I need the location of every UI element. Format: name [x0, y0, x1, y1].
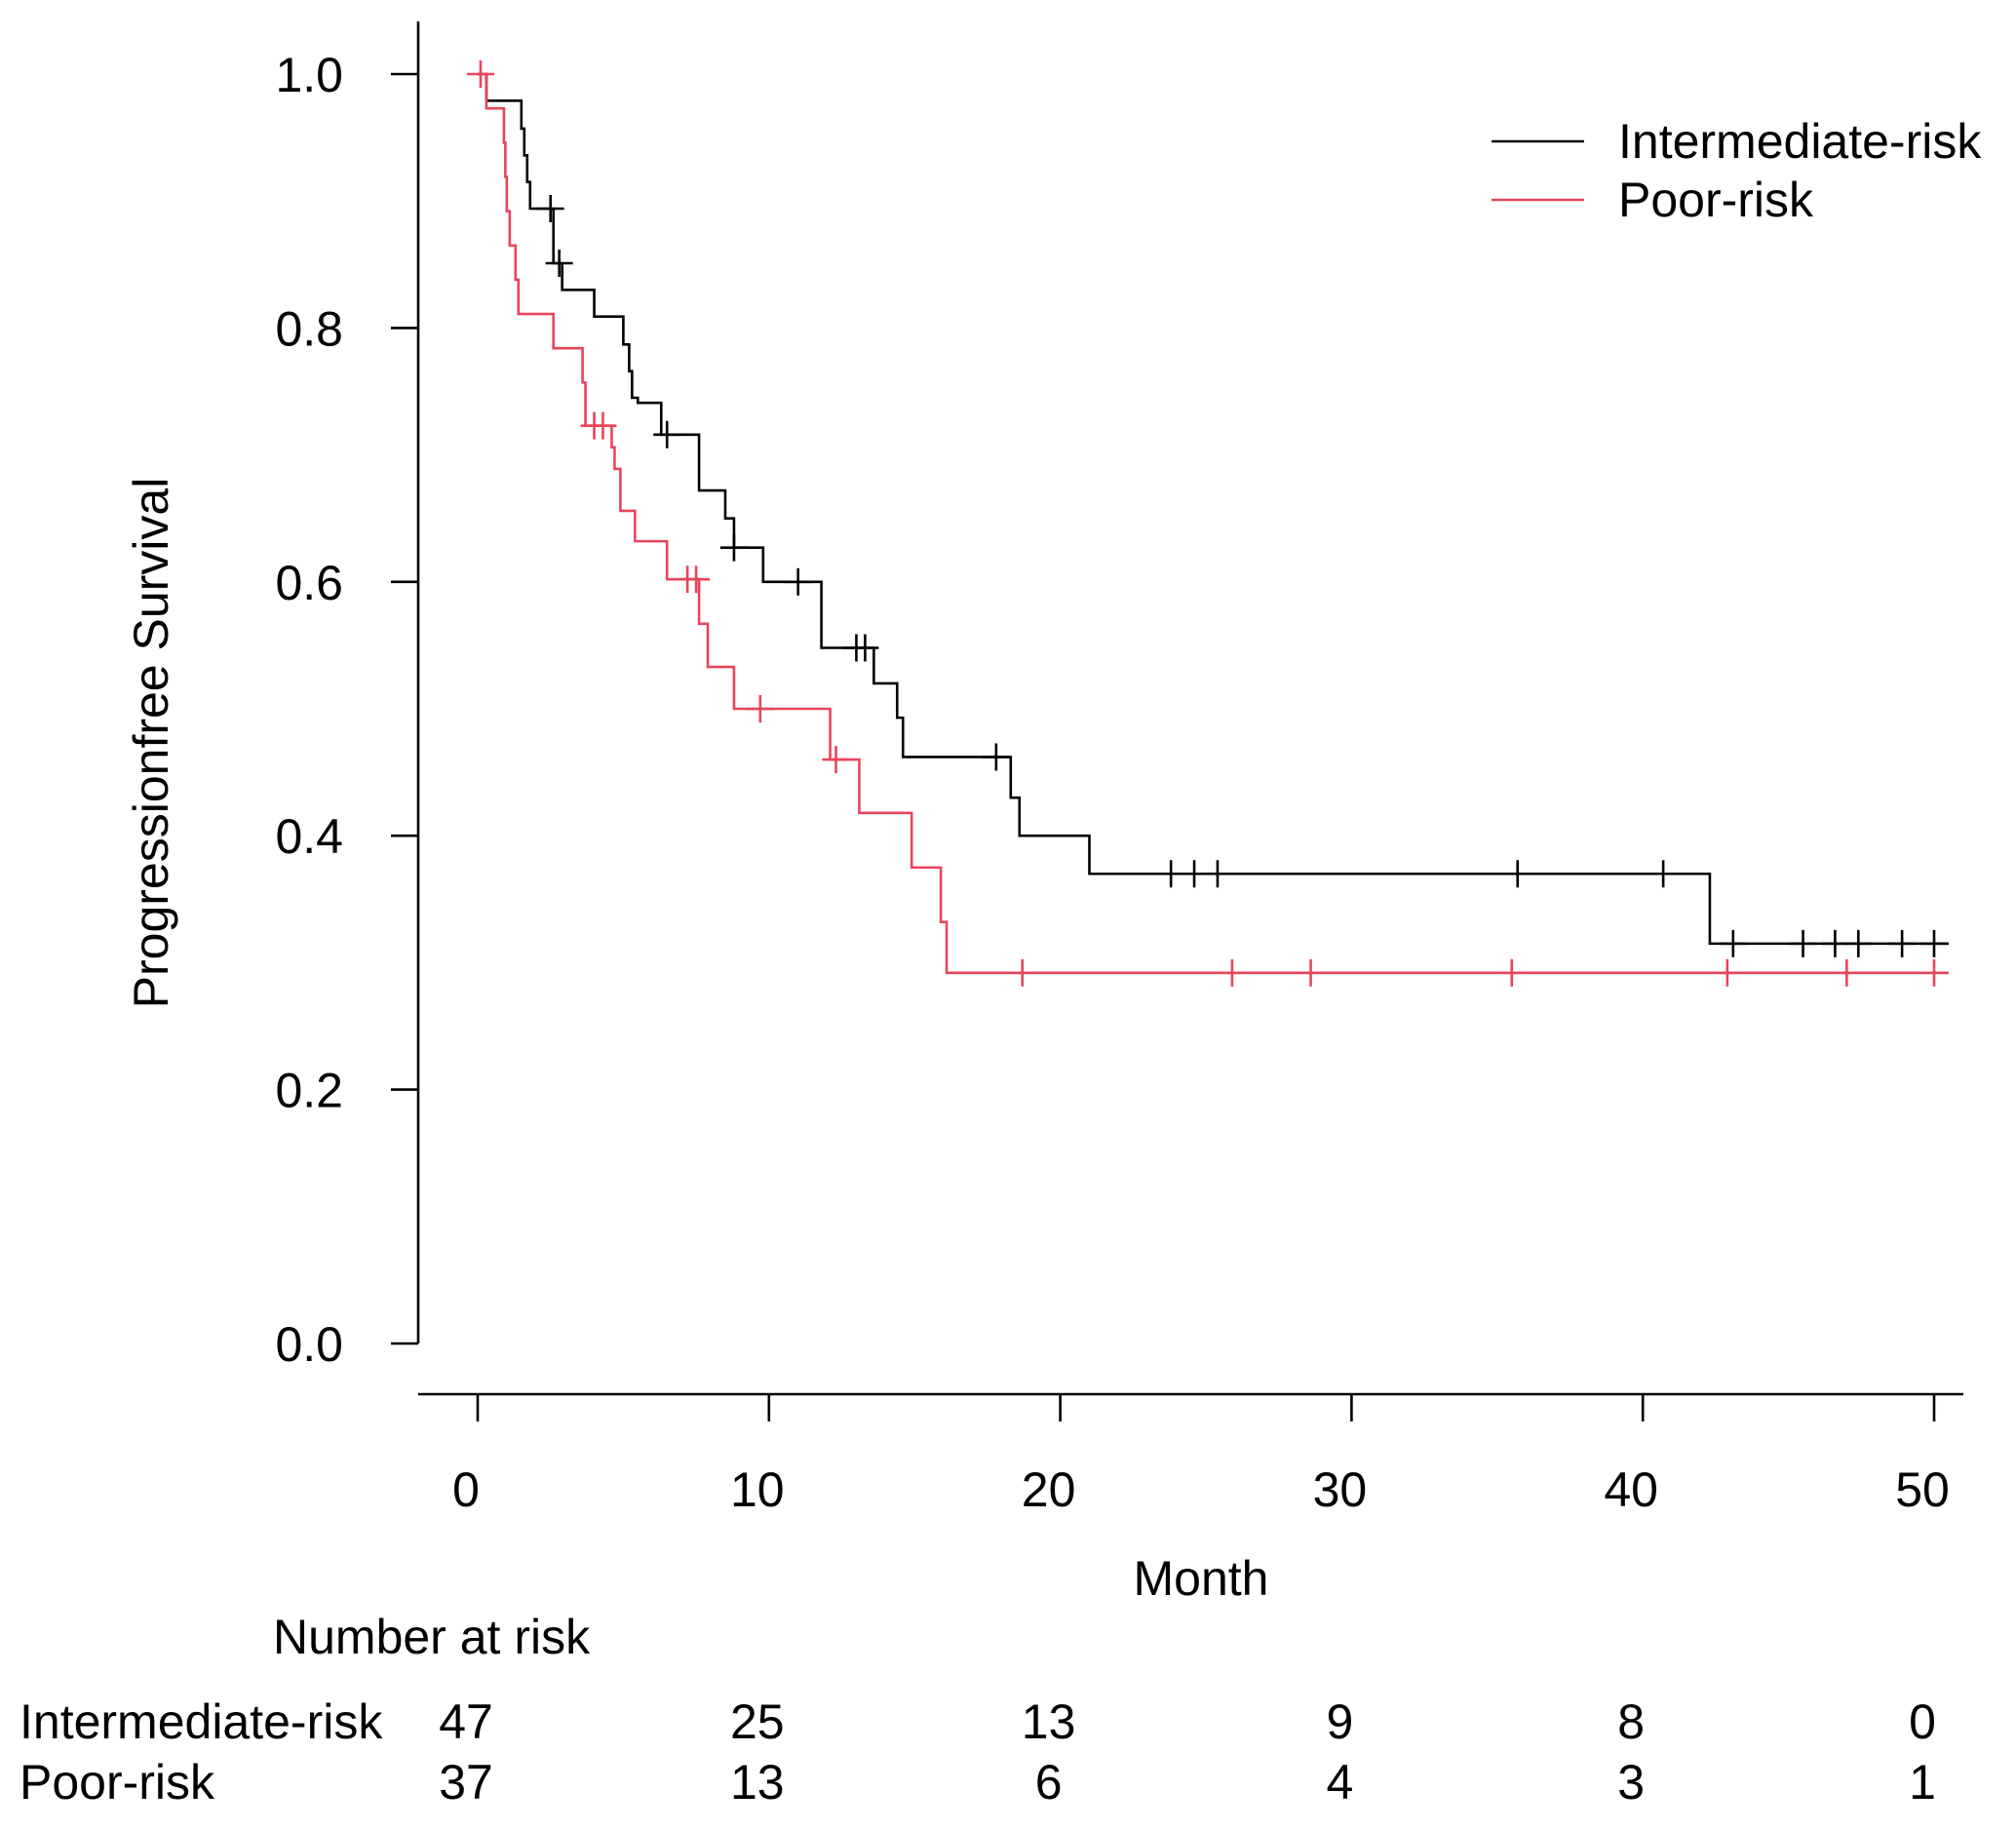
censor-mark-intermediate-risk-10 [1203, 860, 1231, 888]
censor-mark-poor-risk-11 [1713, 958, 1741, 987]
risk-value-poor-risk-40: 3 [1617, 1755, 1645, 1810]
censor-mark-poor-risk-8 [1218, 958, 1246, 987]
censor-mark-poor-risk-2 [589, 411, 617, 440]
x-tick-label-4: 40 [1604, 1462, 1658, 1517]
censor-mark-intermediate-risk-11 [1503, 860, 1531, 888]
censor-mark-intermediate-risk-8 [1157, 860, 1185, 888]
censor-mark-poor-risk-7 [1008, 958, 1036, 987]
censor-mark-intermediate-risk-2 [653, 420, 681, 448]
y-tick-label-0: 0.0 [275, 1317, 343, 1372]
censor-mark-intermediate-risk-7 [982, 743, 1010, 771]
risk-table-title: Number at risk [273, 1610, 591, 1664]
risk-value-intermediate-risk-0: 47 [439, 1694, 493, 1749]
x-tick-label-5: 50 [1895, 1462, 1950, 1517]
x-axis-title: Month [1134, 1551, 1269, 1606]
y-axis: 0.0 0.2 0.4 0.6 0.8 1.0 [275, 21, 420, 1372]
censor-mark-poor-risk-4 [682, 565, 711, 594]
legend-label-intermediate-risk: Intermediate-risk [1618, 114, 1982, 169]
x-tick-label-3: 30 [1313, 1462, 1368, 1517]
survival-curve-poor-risk [478, 72, 1949, 975]
legend-label-poor-risk: Poor-risk [1618, 173, 1814, 227]
risk-value-intermediate-risk-40: 8 [1617, 1694, 1645, 1749]
censor-mark-intermediate-risk-0 [536, 195, 564, 223]
legend: Intermediate-risk Poor-risk [1492, 114, 1982, 227]
risk-value-poor-risk-10: 13 [730, 1755, 785, 1810]
y-tick-label-3: 0.6 [275, 556, 343, 610]
censor-mark-intermediate-risk-6 [851, 634, 879, 662]
censor-mark-poor-risk-13 [1920, 958, 1948, 987]
x-tick-label-2: 20 [1022, 1462, 1076, 1517]
y-tick-label-4: 0.8 [275, 301, 343, 356]
censor-mark-poor-risk-10 [1497, 958, 1526, 987]
series-layer [466, 60, 1949, 987]
y-tick-label-1: 0.2 [275, 1064, 343, 1118]
risk-value-intermediate-risk-20: 13 [1022, 1694, 1076, 1749]
censor-mark-intermediate-risk-12 [1649, 860, 1678, 888]
y-tick-label-2: 0.4 [275, 809, 343, 864]
censor-mark-intermediate-risk-3 [719, 533, 748, 562]
risk-value-poor-risk-30: 4 [1326, 1755, 1353, 1810]
risk-table: Number at risk Intermediate-risk Poor-ri… [19, 1610, 1936, 1810]
censor-mark-intermediate-risk-18 [1920, 929, 1948, 957]
risk-value-intermediate-risk-50: 0 [1909, 1694, 1936, 1749]
risk-row-label-poor-risk: Poor-risk [19, 1755, 215, 1810]
risk-value-poor-risk-50: 1 [1909, 1755, 1936, 1810]
censor-mark-poor-risk-12 [1833, 958, 1861, 987]
risk-row-label-intermediate-risk: Intermediate-risk [19, 1694, 383, 1749]
censor-mark-intermediate-risk-1 [545, 249, 573, 277]
censor-mark-intermediate-risk-4 [784, 567, 812, 596]
censor-mark-intermediate-risk-14 [1789, 929, 1817, 957]
y-tick-label-5: 1.0 [275, 48, 343, 102]
x-tick-label-1: 10 [730, 1462, 785, 1517]
y-axis-title: Progressionfree Survival [124, 478, 178, 1009]
x-axis: 0 10 20 30 40 50 [418, 1392, 1963, 1517]
censor-mark-intermediate-risk-16 [1844, 929, 1873, 957]
risk-value-poor-risk-0: 37 [439, 1755, 493, 1810]
risk-value-poor-risk-20: 6 [1035, 1755, 1063, 1810]
risk-value-intermediate-risk-10: 25 [730, 1694, 785, 1749]
x-tick-label-0: 0 [452, 1462, 480, 1517]
censor-mark-poor-risk-9 [1297, 958, 1325, 987]
censor-mark-intermediate-risk-17 [1888, 929, 1917, 957]
censor-mark-intermediate-risk-13 [1719, 929, 1747, 957]
survival-curve-intermediate-risk [478, 72, 1949, 946]
risk-value-intermediate-risk-30: 9 [1326, 1694, 1353, 1749]
censor-mark-poor-risk-5 [746, 695, 774, 722]
censor-mark-intermediate-risk-15 [1821, 929, 1849, 957]
risk-values: 47 25 13 9 8 0 37 13 6 4 3 1 [439, 1694, 1936, 1810]
censor-mark-poor-risk-6 [822, 746, 850, 774]
censor-mark-poor-risk-0 [466, 60, 494, 88]
censor-mark-intermediate-risk-9 [1181, 860, 1209, 888]
